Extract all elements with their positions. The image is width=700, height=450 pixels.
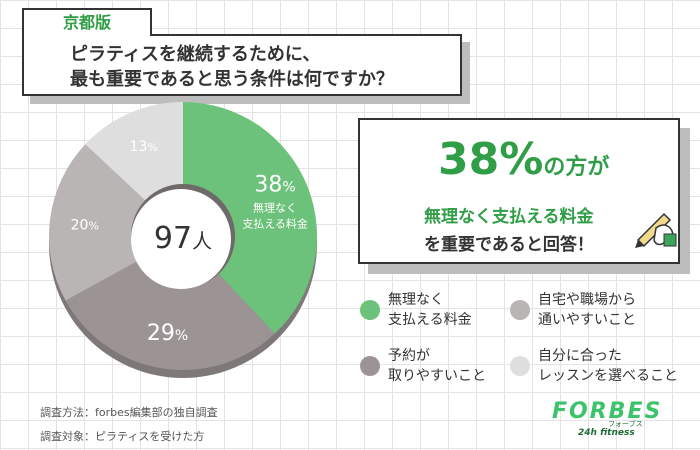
slice-sub-label: 支払える料金	[242, 217, 308, 231]
legend-label: 自宅や職場から	[538, 292, 636, 308]
question-line-2: 最も重要であると思う条件は何ですか？	[70, 69, 394, 90]
highlight-percent: 38%	[438, 134, 544, 185]
legend-label: 自分に合った	[538, 348, 622, 364]
donut-chart: 38% 無理なく支払える料金 29% 20% 13% 97人	[48, 102, 317, 378]
slice-value-label: 38%	[254, 173, 295, 198]
footnote-target: 調査対象：ピラティスを受けた方	[40, 430, 205, 443]
highlight-answer: 無理なく支払える料金	[424, 207, 594, 227]
footnote-method: 調査方法：forbes編集部の独自調査	[40, 406, 218, 419]
region-tab: 京都版	[22, 8, 152, 36]
logo-kana: フォーブス	[608, 419, 643, 428]
hand-pencil-icon	[635, 212, 677, 248]
donut-slice	[65, 261, 275, 370]
donut-hole	[131, 189, 231, 289]
legend-label: 支払える料金	[388, 312, 472, 328]
legend-label: 取りやすいこと	[388, 368, 486, 384]
logo-wordmark: FORBES	[552, 399, 662, 424]
highlight-box: 38%の方が 無理なく支払える料金 を重要であると回答！	[358, 118, 680, 264]
total-respondents: 97人	[154, 221, 212, 256]
donut-slice	[183, 102, 317, 334]
legend-dot-affordable	[360, 300, 380, 320]
highlight-headline: 38%の方が	[438, 134, 609, 185]
legend-label: 無理なく	[388, 292, 444, 308]
donut-slice	[85, 102, 183, 201]
question-box: ピラティスを継続するために、 最も重要であると思う条件は何ですか？	[22, 34, 462, 96]
legend-dot-lesson	[510, 356, 530, 376]
highlight-conclusion: を重要であると回答！	[424, 235, 594, 255]
forbes-logo: FORBES フォーブス 24h fitness	[552, 399, 662, 436]
legend-label: 通いやすいこと	[538, 312, 636, 328]
highlight-suffix: の方が	[543, 155, 610, 180]
legend-dot-access	[510, 300, 530, 320]
question-line-1: ピラティスを継続するために、	[70, 44, 321, 65]
slice-sub-label: 無理なく	[253, 201, 297, 215]
donut-slice	[48, 144, 146, 301]
legend-dot-booking	[360, 356, 380, 376]
logo-subtitle: 24h fitness	[578, 428, 635, 436]
legend-label: レッスンを選べること	[538, 368, 678, 384]
slice-value-label: 29%	[147, 321, 188, 346]
slice-value-label: 13%	[130, 139, 158, 155]
slice-value-label: 20%	[71, 218, 99, 234]
legend-label: 予約が	[388, 348, 430, 364]
